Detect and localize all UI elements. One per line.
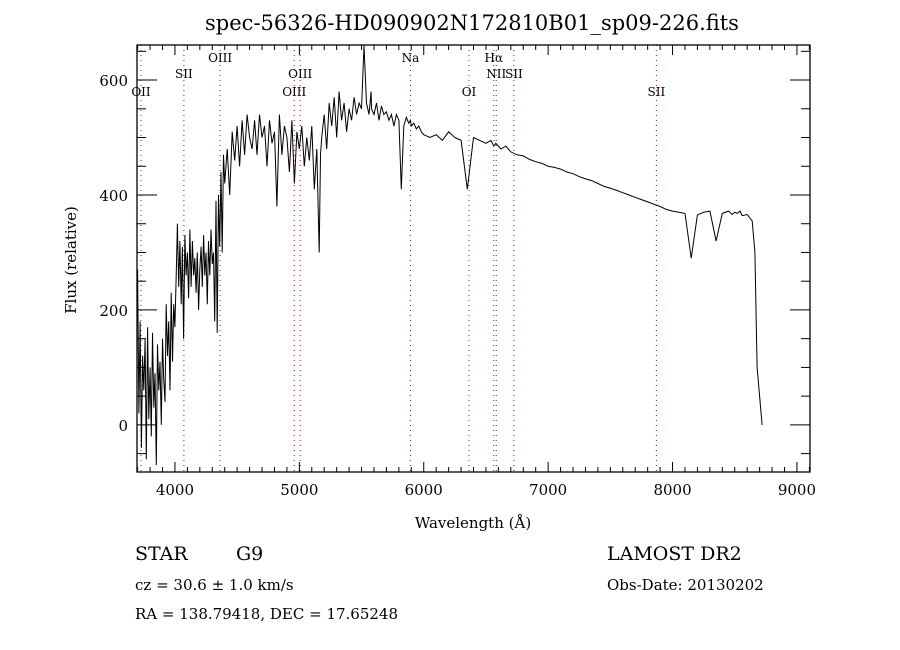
spectrum-line	[137, 45, 763, 466]
emission-line-label: OII	[131, 85, 151, 99]
x-tick-label: 5000	[280, 481, 318, 499]
emission-line-label: OIII	[288, 67, 312, 81]
ra-dec: RA = 138.79418, DEC = 17.65248	[135, 605, 398, 623]
emission-line-label: OIII	[208, 51, 232, 65]
emission-line-label: OI	[462, 85, 477, 99]
emission-line-label: SII	[175, 67, 193, 81]
y-tick-label: 200	[99, 302, 128, 320]
object-class: STAR	[135, 543, 188, 565]
x-tick-label: 9000	[778, 481, 816, 499]
chart-title: spec-56326-HD090902N172810B01_sp09-226.f…	[205, 11, 739, 35]
y-tick-label: 400	[99, 187, 128, 205]
obs-date: Obs-Date: 20130202	[607, 576, 764, 594]
plot-frame	[136, 44, 811, 473]
spectrum-series	[137, 45, 763, 466]
axes: 4000 5000 6000 7000 8000 9000 0 200 400 600	[99, 45, 816, 499]
y-axis-label: Flux (relative)	[62, 206, 80, 314]
object-subclass: G9	[236, 543, 263, 565]
x-tick-label: 6000	[405, 481, 443, 499]
emission-line-label: NII	[486, 67, 506, 81]
x-tick-label: 7000	[529, 481, 567, 499]
emission-line-label: OIII	[282, 85, 306, 99]
emission-line-label: SII	[648, 85, 666, 99]
emission-line-label: Hα	[484, 51, 503, 65]
y-tick-label: 600	[99, 72, 128, 90]
x-axis-label: Wavelength (Å)	[415, 514, 531, 532]
emission-line-label: Na	[402, 51, 420, 65]
x-tick-label: 4000	[156, 481, 194, 499]
emission-line-label: SII	[505, 67, 523, 81]
y-tick-label: 0	[118, 417, 128, 435]
x-tick-label: 8000	[653, 481, 691, 499]
redshift-cz: cz = 30.6 ± 1.0 km/s	[135, 576, 294, 594]
survey-name: LAMOST DR2	[607, 543, 742, 565]
